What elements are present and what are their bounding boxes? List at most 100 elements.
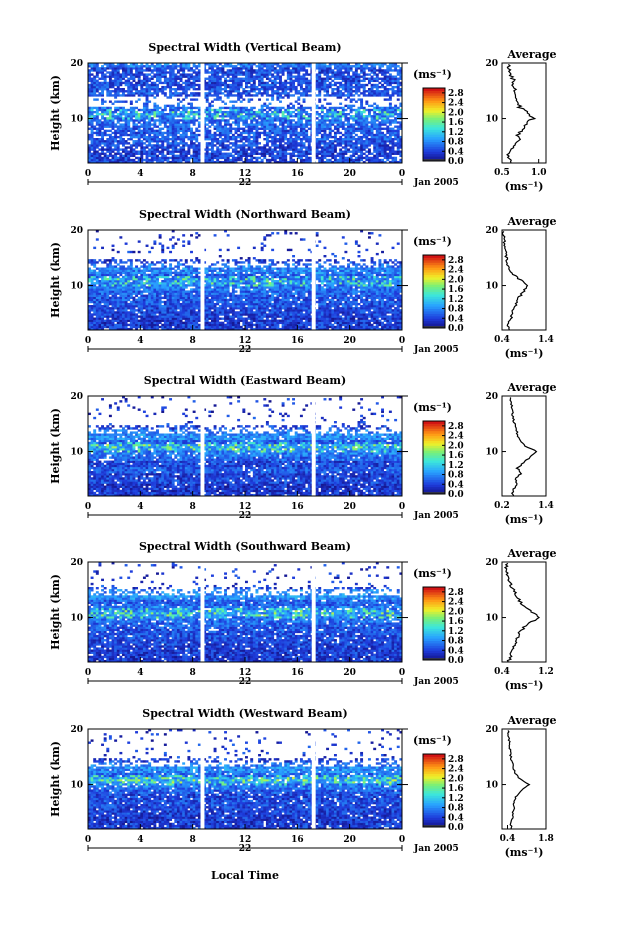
colorbar-tick-label: 1.6 xyxy=(448,617,464,627)
average-x-tick-label: 1.4 xyxy=(538,335,554,345)
average-y-tick-label: 10 xyxy=(485,614,498,624)
data-gap xyxy=(200,729,205,829)
x-tick-label: 0 xyxy=(85,835,91,845)
average-frame xyxy=(501,62,547,164)
average-x-tick-label: 0.4 xyxy=(494,335,510,345)
average-unit: (ms⁻¹) xyxy=(505,513,544,526)
x-tick-label: 20 xyxy=(343,835,356,845)
average-unit: (ms⁻¹) xyxy=(505,180,544,193)
colorbar-tick-label: 2.4 xyxy=(448,266,464,276)
y-axis-label: Height (km) xyxy=(49,408,62,484)
colorbar-tick-label: 0.8 xyxy=(448,471,464,481)
day-label: 22 xyxy=(239,345,252,355)
average-profile: Average 20 10 0.5 1.0 (ms⁻¹) xyxy=(485,48,556,193)
average-x-tick-label: 0.4 xyxy=(494,667,510,677)
colorbar-tick-label: 0.0 xyxy=(448,157,464,167)
x-tick-label: 20 xyxy=(343,336,356,346)
panel-0: Spectral Width (Vertical Beam) 20 10 Height… xyxy=(49,41,557,193)
panel-title: Spectral Width (Southward Beam) xyxy=(139,540,351,553)
colorbar-tick-label: 2.8 xyxy=(448,422,464,432)
colorbar xyxy=(423,421,445,495)
average-x-tick-label: 1.4 xyxy=(538,501,554,511)
x-tick-label: 12 xyxy=(239,835,252,845)
x-axis-label-local-time: Local Time xyxy=(211,869,279,882)
data-gap xyxy=(311,396,316,496)
average-y-tick-label: 20 xyxy=(485,392,498,402)
colorbar-tick-label: 0.4 xyxy=(448,480,464,490)
colorbar-tick-label: 1.2 xyxy=(448,295,464,305)
colorbar-tick-label: 2.0 xyxy=(448,441,464,451)
data-gap xyxy=(311,63,316,163)
x-tick-label: 16 xyxy=(291,169,304,179)
x-tick-label: 16 xyxy=(291,835,304,845)
date-label: Jan 2005 xyxy=(413,844,459,854)
y-tick-label: 20 xyxy=(70,59,83,69)
colorbar-frame xyxy=(422,87,446,162)
y-axis-label: Height (km) xyxy=(49,242,62,318)
colorbar-unit: (ms⁻¹) xyxy=(413,401,452,414)
colorbar xyxy=(423,587,445,661)
x-tick-label: 8 xyxy=(190,835,196,845)
day-label: 22 xyxy=(239,178,252,188)
day-label: 22 xyxy=(239,511,252,521)
x-tick-label: 8 xyxy=(190,502,196,512)
colorbar-tick-label: 1.2 xyxy=(448,794,464,804)
panel-title: Spectral Width (Eastward Beam) xyxy=(144,374,346,387)
average-y-tick-label: 10 xyxy=(485,448,498,458)
average-unit: (ms⁻¹) xyxy=(505,846,544,859)
colorbar-tick-label: 0.0 xyxy=(448,324,464,334)
x-tick-label: 20 xyxy=(343,502,356,512)
y-tick-label: 10 xyxy=(70,614,83,624)
colorbar-tick-label: 1.2 xyxy=(448,461,464,471)
panel-title: Spectral Width (Northward Beam) xyxy=(139,208,351,221)
colorbar-tick-label: 0.8 xyxy=(448,138,464,148)
x-tick-label: 12 xyxy=(239,169,252,179)
x-tick-label: 4 xyxy=(137,502,143,512)
average-unit: (ms⁻¹) xyxy=(505,347,544,360)
y-tick-label: 20 xyxy=(70,558,83,568)
colorbar-tick-label: 0.4 xyxy=(448,147,464,157)
average-y-tick-label: 20 xyxy=(485,226,498,236)
day-label: 22 xyxy=(239,677,252,687)
colorbar-tick-label: 0.4 xyxy=(448,813,464,823)
data-gap xyxy=(200,562,205,662)
x-tick-label: 12 xyxy=(239,336,252,346)
day-label: 22 xyxy=(239,844,252,854)
average-line xyxy=(507,730,531,830)
colorbar-unit: (ms⁻¹) xyxy=(413,68,452,81)
average-y-tick-label: 10 xyxy=(485,781,498,791)
average-x-tick-label: 1.0 xyxy=(531,168,547,178)
average-x-tick-label: 1.8 xyxy=(538,834,554,844)
x-tick-label: 0 xyxy=(399,668,405,678)
heatmap-cells xyxy=(88,729,403,830)
heatmap-cells xyxy=(88,562,403,663)
x-tick-label: 4 xyxy=(137,668,143,678)
heatmap-cells xyxy=(88,63,403,164)
colorbar-tick-label: 0.8 xyxy=(448,804,464,814)
data-gap xyxy=(200,230,205,330)
average-y-tick-label: 20 xyxy=(485,558,498,568)
colorbar-frame xyxy=(422,420,446,495)
average-y-tick-label: 10 xyxy=(485,282,498,292)
average-title: Average xyxy=(506,215,556,228)
colorbar-tick-label: 2.8 xyxy=(448,588,464,598)
date-label: Jan 2005 xyxy=(413,178,459,188)
data-gap xyxy=(311,729,316,829)
y-axis-label: Height (km) xyxy=(49,574,62,650)
colorbar-tick-label: 1.6 xyxy=(448,285,464,295)
average-frame xyxy=(501,561,547,663)
date-label: Jan 2005 xyxy=(413,511,459,521)
average-title: Average xyxy=(506,381,556,394)
panel-3: Spectral Width (Southward Beam) 20 10 Heigh… xyxy=(49,540,557,692)
average-y-tick-label: 20 xyxy=(485,59,498,69)
x-tick-label: 4 xyxy=(137,835,143,845)
x-tick-label: 12 xyxy=(239,668,252,678)
x-tick-label: 0 xyxy=(85,668,91,678)
colorbar-tick-label: 0.4 xyxy=(448,646,464,656)
y-axis-label: Height (km) xyxy=(49,75,62,151)
colorbar xyxy=(423,88,445,162)
x-tick-label: 20 xyxy=(343,169,356,179)
data-gap xyxy=(311,230,316,330)
panel-4: Spectral Width (Westward Beam) 20 10 Height… xyxy=(49,707,557,859)
x-tick-label: 0 xyxy=(399,336,405,346)
